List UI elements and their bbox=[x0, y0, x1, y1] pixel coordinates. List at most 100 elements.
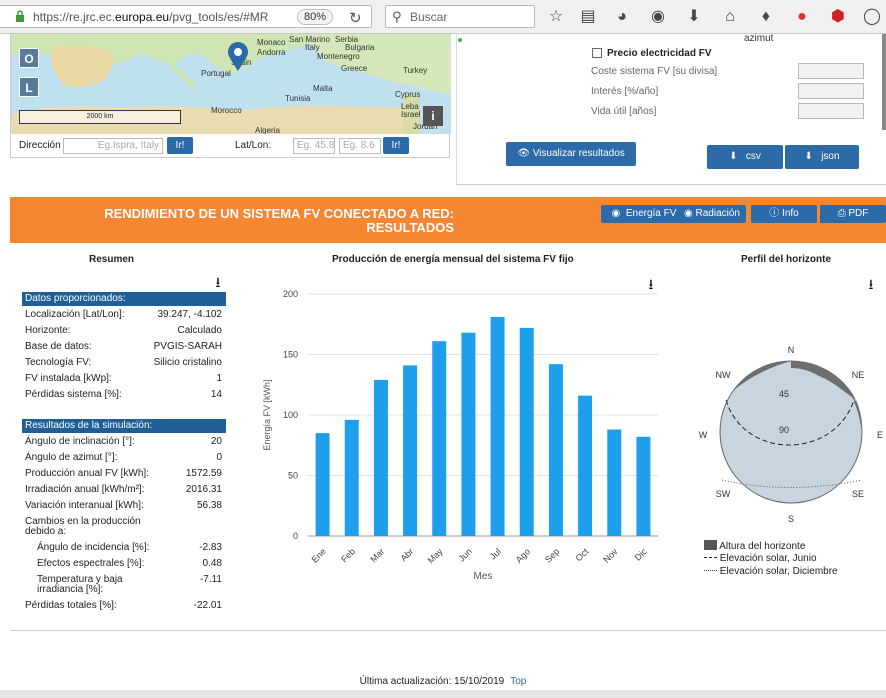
info-icon: ⓘ bbox=[769, 208, 780, 219]
row-value: 1 bbox=[216, 373, 222, 384]
map-info-button[interactable]: i bbox=[423, 106, 443, 126]
y-tick-label: 50 bbox=[288, 471, 298, 481]
azimut-label: azimut bbox=[744, 33, 774, 44]
download-icon[interactable]: ⭳ bbox=[648, 276, 654, 292]
search-icon: ⚲ bbox=[392, 9, 402, 24]
x-tick-label: Jun bbox=[456, 546, 473, 563]
map-label: San Marino bbox=[289, 35, 330, 44]
csv-button[interactable]: ⬇ csv bbox=[707, 145, 783, 169]
bar bbox=[344, 419, 359, 536]
summary-title: Resumen bbox=[89, 254, 135, 265]
lat-input[interactable]: Eg. 45.8 bbox=[293, 138, 335, 154]
row-key: Localización [Lat/Lon]: bbox=[25, 309, 125, 320]
download-icon[interactable]: ⭳ bbox=[868, 276, 874, 292]
map-label: Israel bbox=[401, 110, 421, 119]
x-tick-label: Dic bbox=[633, 546, 650, 563]
map-label: Morocco bbox=[211, 106, 242, 115]
legend-december: Elevación solar, Diciembre bbox=[704, 566, 838, 577]
bar bbox=[636, 436, 651, 536]
panel-divider bbox=[456, 184, 886, 185]
download-icon: ⬇ bbox=[729, 151, 738, 162]
x-tick-label: Jul bbox=[488, 546, 503, 561]
map-label: Tunisia bbox=[285, 94, 311, 103]
vida-input[interactable] bbox=[798, 103, 864, 119]
tab-radiacion[interactable]: ◉ Radiación bbox=[678, 205, 746, 223]
download-icon[interactable]: ⭳ bbox=[215, 274, 221, 290]
menu-icon[interactable]: ◯ bbox=[863, 8, 881, 25]
dir-se: SE bbox=[852, 489, 864, 499]
download-icon[interactable]: ⬇ bbox=[687, 8, 701, 25]
last-updated: Última actualización: 15/10/2019 bbox=[359, 676, 505, 687]
precio-checkbox[interactable] bbox=[592, 48, 602, 58]
pocket-icon[interactable]: ◉ bbox=[651, 8, 665, 25]
reading-list-icon[interactable]: ▤ bbox=[580, 8, 596, 25]
map-label: Andorra bbox=[257, 48, 286, 57]
bar bbox=[519, 327, 534, 536]
row-key: Base de datos: bbox=[25, 341, 92, 352]
row-value: 0 bbox=[216, 452, 222, 463]
map-layer-button[interactable]: L bbox=[19, 77, 39, 97]
info-button[interactable]: ⓘ Info bbox=[751, 205, 817, 223]
history-icon[interactable]: ◕ bbox=[617, 8, 627, 25]
row-key: FV instalada [kWp]: bbox=[25, 373, 112, 384]
scrollbar[interactable] bbox=[882, 34, 886, 130]
dir-ne: NE bbox=[852, 370, 865, 380]
legend-swatch bbox=[704, 540, 717, 550]
search-placeholder: Buscar bbox=[410, 10, 448, 24]
address-bar[interactable]: https://re.jrc.ec.europa.eu/pvg_tools/es… bbox=[0, 5, 372, 28]
dir-sw: SW bbox=[716, 489, 731, 499]
map-label: Cyprus bbox=[395, 90, 421, 99]
latlon-go-button[interactable]: Ir! bbox=[383, 137, 409, 154]
map-label: Jordan bbox=[413, 122, 438, 131]
print-icon: ⎙ bbox=[837, 208, 846, 219]
dir-w: W bbox=[699, 430, 708, 440]
bar bbox=[461, 332, 476, 536]
mega-icon[interactable]: ● bbox=[797, 8, 807, 25]
legend-horizon: Altura del horizonte bbox=[704, 540, 805, 552]
latlon-label: Lat/Lon: bbox=[235, 140, 272, 151]
bar bbox=[373, 379, 388, 536]
map-scale: 2000 km bbox=[19, 110, 181, 124]
row-key: Tecnología FV: bbox=[25, 357, 92, 368]
ring-45: 45 bbox=[779, 389, 789, 399]
tab-energia[interactable]: ◉ Energía FV bbox=[601, 205, 687, 223]
zoom-level[interactable]: 80% bbox=[297, 9, 333, 25]
bar bbox=[548, 364, 563, 536]
bar bbox=[490, 316, 505, 536]
x-tick-label: Sep bbox=[543, 546, 561, 564]
dir-e: E bbox=[877, 430, 883, 440]
reload-icon[interactable]: ↻ bbox=[349, 10, 362, 27]
precio-label: Precio electricidad FV bbox=[607, 48, 712, 59]
x-tick-label: Ene bbox=[310, 546, 328, 564]
extension-icon[interactable]: ♦ bbox=[761, 8, 771, 25]
search-input[interactable]: ⚲ Buscar bbox=[385, 5, 535, 28]
address-input[interactable]: Eg.Ispra, Italy bbox=[63, 138, 163, 154]
coste-input[interactable] bbox=[798, 63, 864, 79]
map-overlay-button[interactable]: O bbox=[19, 48, 39, 68]
visualizar-button[interactable]: 👁 Visualizar resultados bbox=[506, 142, 636, 166]
json-button[interactable]: ⬇ json bbox=[785, 145, 859, 169]
row-value: 14 bbox=[210, 389, 222, 400]
results-title-line1: RENDIMIENTO DE UN SISTEMA FV CONECTADO A… bbox=[104, 206, 454, 221]
map-pin-icon[interactable] bbox=[227, 42, 249, 72]
bookmark-star-icon[interactable]: ☆ bbox=[548, 8, 564, 25]
energy-bar-chart: 0 50 100 150 200 Ene Feb Mar Abr May Jun Jul Ago Sep O… bbox=[262, 289, 658, 582]
row-key: Variación interanual [kWh]: bbox=[25, 500, 144, 511]
y-tick-label: 150 bbox=[283, 350, 298, 360]
row-key: Producción anual FV [kWh]: bbox=[25, 468, 149, 479]
address-go-button[interactable]: Ir! bbox=[167, 137, 193, 154]
row-value: 56.38 bbox=[196, 500, 222, 511]
coste-label: Coste sistema FV [su divisa] bbox=[591, 66, 718, 77]
row-value: Calculado bbox=[177, 325, 222, 336]
pdf-button[interactable]: ⎙ PDF bbox=[820, 205, 886, 223]
dir-nw: NW bbox=[716, 370, 731, 380]
adblock-icon[interactable]: ⬢ bbox=[831, 8, 845, 25]
home-icon[interactable]: ⌂ bbox=[725, 8, 735, 25]
top-link[interactable]: Top bbox=[510, 676, 527, 687]
row-key: Irradiación anual [kWh/m²]: bbox=[25, 484, 145, 495]
map[interactable]: Monaco San Marino Serbia Andorra Italy B… bbox=[11, 34, 451, 134]
x-tick-label: Ago bbox=[514, 546, 532, 564]
interes-input[interactable] bbox=[798, 83, 864, 99]
row-key: Horizonte: bbox=[25, 325, 71, 336]
lon-input[interactable]: Eg. 8.6 bbox=[339, 138, 381, 154]
